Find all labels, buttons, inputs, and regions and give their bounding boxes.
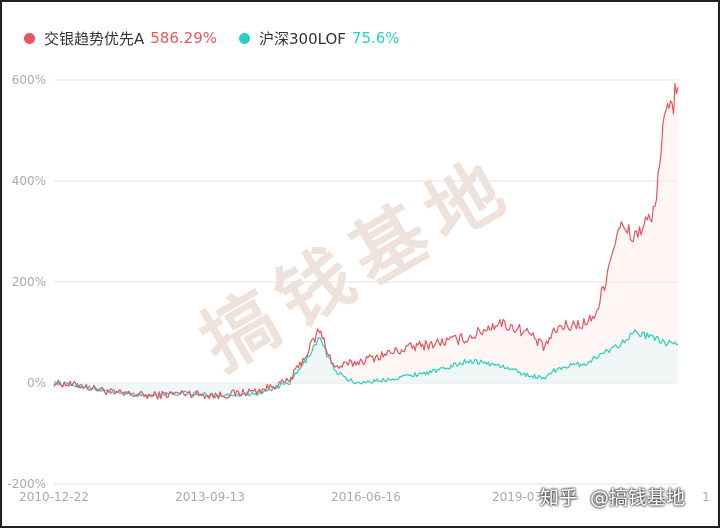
x-tick-label: 2016-06-16	[331, 490, 401, 504]
watermark-site: 知乎	[540, 486, 579, 509]
x-tick-label: 2019-03-0	[492, 490, 554, 504]
x-tick-label: 1	[702, 490, 710, 504]
x-tick-label: 2010-12-22	[19, 490, 89, 504]
y-tick-label: 400%	[12, 174, 46, 188]
legend-item-series1[interactable]: 交银趋势优先A 586.29%	[24, 28, 217, 49]
legend-name-series2: 沪深300LOF	[259, 29, 346, 48]
x-tick-label: 2013-09-13	[175, 490, 245, 504]
legend-dot-series2	[239, 32, 251, 44]
legend-value-series1: 586.29%	[150, 29, 218, 47]
legend-value-series2: 75.6%	[351, 29, 400, 47]
series-area-2	[54, 329, 678, 398]
series-line-1	[53, 82, 679, 400]
legend-dot-series1	[24, 32, 35, 44]
watermark-handle: @搞钱基地	[590, 486, 686, 509]
legend-name-series1: 交银趋势优先A	[44, 29, 145, 48]
legend: 交银趋势优先A 586.29% 沪深300LOF 75.6%	[24, 26, 422, 50]
y-tick-label: 200%	[12, 275, 46, 289]
legend-item-series2[interactable]: 沪深300LOF 75.6%	[239, 28, 400, 49]
corner-watermark: 知乎 @搞钱基地	[540, 480, 691, 512]
y-tick-label: -200%	[7, 477, 46, 491]
y-tick-label: 0%	[27, 376, 46, 390]
y-tick-label: 600%	[12, 73, 46, 87]
